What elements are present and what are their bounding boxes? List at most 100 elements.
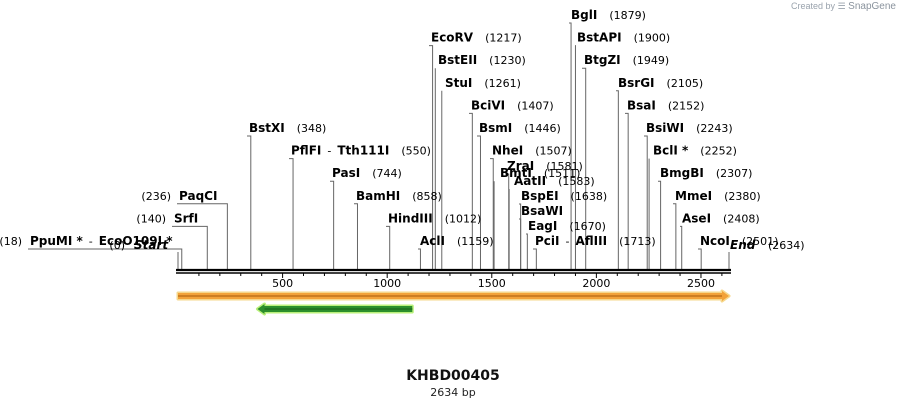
- site-label-zrai: ZraI: [507, 159, 534, 173]
- site-pos-bsteii: (1230): [489, 54, 526, 67]
- site-pos-bsmi: (1446): [524, 122, 561, 135]
- leader-btgzi: [582, 67, 587, 270]
- site-label-bcivi: BciVI: [471, 98, 505, 112]
- site-label-acli: AclI: [420, 234, 445, 248]
- site-pos-bsrgi: (2105): [667, 77, 704, 90]
- site-label-bsteii: BstEII: [438, 53, 477, 67]
- site-pos-bstxi: (348): [297, 122, 327, 135]
- site-label-bcli: BclI *: [653, 144, 689, 158]
- site-label-bmti: BmtI: [500, 166, 532, 180]
- site-pos-bmti: (1511): [544, 167, 581, 180]
- site-label-srfi: SrfI: [174, 211, 198, 225]
- leader-bstxi: [247, 135, 252, 270]
- site-label2-tth111i: Tth111I: [337, 144, 389, 158]
- site-pos-bcli: (2252): [700, 145, 737, 158]
- site-pos-bspei: (1638): [571, 190, 608, 203]
- site-label-stui: StuI: [445, 76, 472, 90]
- site-label-bstxi: BstXI: [249, 121, 285, 135]
- site-label-btgzi: BtgZI: [584, 53, 621, 67]
- site-pos-mmei: (2380): [724, 190, 761, 203]
- leader-bamhi: [354, 203, 358, 270]
- tick-label-500: 500: [272, 277, 293, 290]
- leader-bmgbi: [658, 180, 662, 270]
- site-pos-ppumi: (18): [0, 235, 22, 248]
- tick-label-2500: 2500: [687, 277, 715, 290]
- site-pos-bmgbi: (2307): [716, 167, 753, 180]
- leader-pasi: [330, 180, 335, 270]
- site-pos-acli: (1159): [457, 235, 494, 248]
- site-pos-bsiwi: (2243): [696, 122, 733, 135]
- site-pos-zrai: (1581): [546, 160, 583, 173]
- leader-pflfi: [289, 158, 294, 270]
- tick-label-1500: 1500: [478, 277, 506, 290]
- site-label-bspei: BspEI: [521, 189, 559, 203]
- features: [176, 289, 731, 316]
- leader-ncoi: [698, 248, 702, 270]
- watermark-prefix: Created by: [791, 1, 836, 11]
- backbone: [176, 268, 731, 274]
- site-pos-srfi: (140): [136, 212, 166, 225]
- site-label-bgli: BglI: [571, 8, 597, 22]
- site-label-ncoi: NcoI: [700, 234, 730, 248]
- site-label-paqci: PaqCI: [179, 189, 217, 203]
- site-pos-asei: (2408): [723, 212, 760, 225]
- site-label-bstapi: BstAPI: [577, 31, 622, 45]
- watermark-brand: SnapGene: [848, 1, 896, 12]
- site-label-pasi: PasI: [332, 166, 360, 180]
- leader-bgli: [569, 22, 572, 270]
- leader-srfi: [172, 225, 208, 270]
- leader-eagi: [526, 233, 528, 270]
- site-pos-hindiii: (1012): [445, 212, 482, 225]
- leader-bsiwi: [644, 135, 648, 270]
- site-label-bamhi: BamHI: [356, 189, 400, 203]
- axis-ticks: 500 1000 1500 2000 2500: [198, 273, 723, 290]
- site-label-hindiii: HindIII: [388, 211, 433, 225]
- site-label-bsmi: BsmI: [479, 121, 512, 135]
- snapgene-logo-icon: ☰: [837, 1, 846, 11]
- leader-bsmi: [477, 135, 481, 270]
- site-sep-pflfi: -: [327, 145, 331, 158]
- site-labels: PpuMI * - EcoO109I *(18)SrfI(140)PaqCI(236…: [0, 8, 778, 248]
- site-label-bsiwi: BsiWI: [646, 121, 684, 135]
- site-label2-afliii: AflIII: [576, 234, 608, 248]
- site-label-bsai: BsaI: [627, 98, 656, 112]
- leader-bcivi: [469, 112, 473, 270]
- leader-mmei: [673, 203, 677, 270]
- leader-paqci: [177, 203, 228, 270]
- leader-acli: [418, 248, 421, 270]
- site-pos-bsai: (2152): [668, 99, 705, 112]
- site-pos-pflfi: (550): [401, 145, 431, 158]
- leader-bsai: [625, 112, 629, 270]
- terminal-label-start: Start: [134, 238, 169, 252]
- site-sep-ppumi: -: [89, 235, 93, 248]
- leader-bsrgi: [616, 90, 619, 270]
- site-pos-pasi: (744): [372, 167, 402, 180]
- site-label-asei: AseI: [682, 211, 711, 225]
- leader-zrai: [505, 173, 510, 270]
- leader-ecorv: [429, 45, 434, 270]
- site-label-ppumi: PpuMI *: [30, 234, 84, 248]
- site-pos-eagi: (1670): [569, 220, 606, 233]
- site-pos-ncoi: (2501): [742, 235, 779, 248]
- site-label-bmgbi: BmgBI: [660, 166, 704, 180]
- site-label-ecorv: EcoRV: [431, 31, 474, 45]
- leader-pcii: [533, 248, 537, 270]
- tick-label-1000: 1000: [373, 277, 401, 290]
- site-pos-ecorv: (1217): [485, 32, 522, 45]
- site-pos-pcii: (1713): [619, 235, 656, 248]
- site-label-eagi: EagI: [528, 219, 557, 233]
- site-label-mmei: MmeI: [675, 189, 712, 203]
- terminal-pos-end: (2634): [768, 239, 805, 252]
- leader-hindiii: [386, 225, 391, 270]
- site-label-bsawi: BsaWI: [521, 204, 563, 218]
- site-label-bsrgi: BsrGI: [618, 76, 655, 90]
- plasmid-name: KHBD00405: [406, 368, 500, 384]
- leader-nhei: [490, 158, 494, 270]
- restriction-map: PpuMI * - EcoO109I *(18)SrfI(140)PaqCI(236…: [0, 8, 805, 316]
- leader-ppumi: [28, 248, 183, 270]
- terminal-label-end: End: [730, 238, 756, 252]
- site-label2-ecoo109i: EcoO109I *: [99, 234, 173, 248]
- site-pos-bgli: (1879): [609, 9, 646, 22]
- site-label-nhei: NheI: [492, 144, 523, 158]
- terminal-pos-start: (0): [109, 239, 125, 252]
